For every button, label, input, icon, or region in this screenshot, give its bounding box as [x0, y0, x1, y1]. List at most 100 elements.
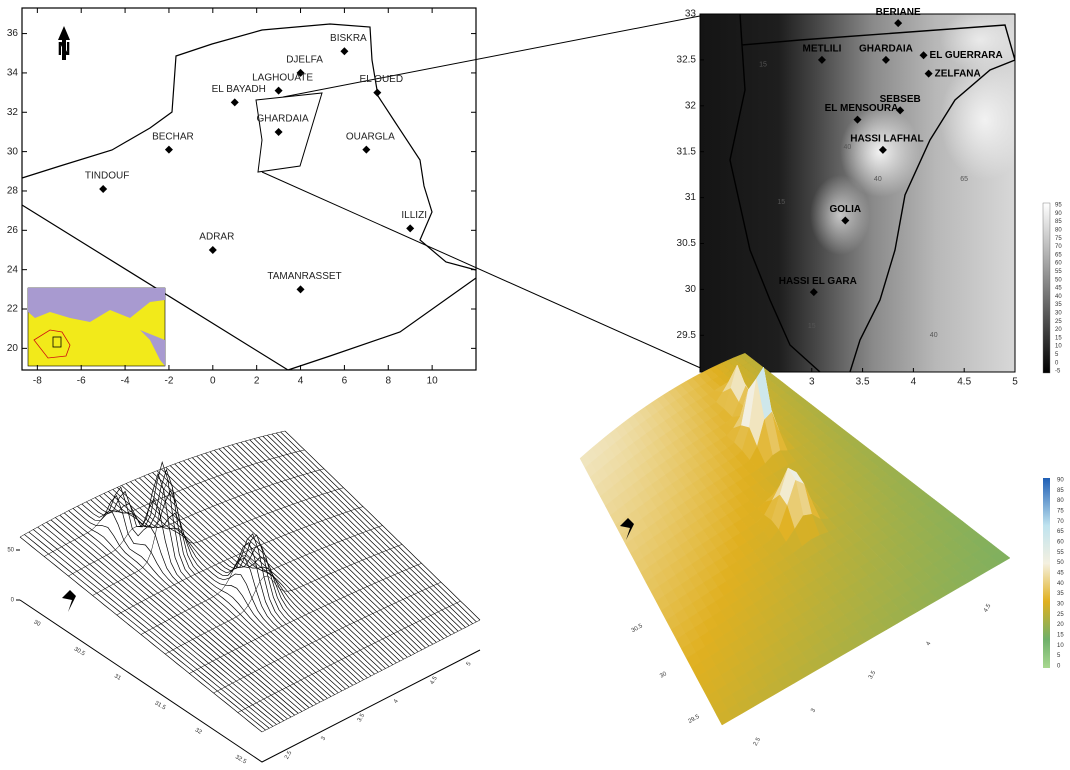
contour-label: 40: [874, 176, 882, 183]
y-tick-label: 31: [113, 673, 122, 682]
city-label: BISKRA: [330, 33, 367, 44]
colorbar-label: 65: [1057, 529, 1064, 535]
x-tick-label: 0: [210, 376, 216, 387]
colorbar-label: 25: [1057, 612, 1064, 618]
x-tick-label: 3.5: [856, 377, 870, 388]
colorbar-label: 65: [1055, 252, 1062, 258]
colorbar-label: 60: [1055, 261, 1062, 267]
colorbar-label: 15: [1055, 335, 1062, 341]
colorbar-label: 25: [1055, 319, 1062, 325]
colorbar-label: 10: [1055, 344, 1062, 350]
y-tick-label: 32: [194, 727, 203, 736]
y-tick-label: 24: [7, 264, 19, 275]
colorbar-label: 40: [1055, 294, 1062, 300]
colorbar-label: 85: [1055, 219, 1062, 225]
y-tick-label: 22: [7, 304, 19, 315]
city-label: ZELFANA: [935, 68, 981, 79]
x-tick-label: 10: [427, 376, 439, 387]
colorbar-label: 80: [1057, 498, 1064, 504]
mesh-line: [122, 485, 346, 689]
city-label: GOLIA: [829, 204, 861, 215]
city-label: BECHAR: [152, 131, 194, 142]
y-tick-label: 26: [7, 225, 19, 236]
y-tick-label: 30.5: [631, 623, 645, 634]
x-tick-label: 2.5: [753, 736, 763, 747]
mesh-line: [214, 582, 441, 693]
y-tick-label: 30: [32, 619, 41, 628]
colorbar-label: 55: [1057, 550, 1064, 556]
x-tick-label: 2.5: [284, 750, 294, 761]
colorbar-label: 80: [1055, 227, 1062, 233]
contour-label: 65: [960, 176, 968, 183]
inset-map: [28, 288, 165, 366]
svg-text:N: N: [58, 39, 71, 59]
x-tick-label: 6: [342, 376, 348, 387]
colorbar-label: 50: [1055, 277, 1062, 283]
x-tick-label: 3: [810, 707, 817, 713]
y-tick-label: 32.5: [234, 754, 248, 765]
y-tick-label: 32.5: [677, 55, 697, 66]
x-tick-label: 4.5: [429, 675, 439, 686]
city-label: HASSI LAFHAL: [850, 133, 923, 144]
y-tick-label: 31.5: [153, 700, 167, 711]
colorbar-label: 90: [1055, 211, 1062, 217]
colorbar-label: -5: [1055, 369, 1061, 375]
mesh-line: [135, 480, 357, 684]
x-tick-label: 5: [466, 661, 473, 667]
city-label: METLILI: [802, 44, 841, 55]
x-tick-label: -2: [164, 376, 173, 387]
contour-label: 40: [930, 332, 938, 339]
colorbar-label: 30: [1057, 602, 1064, 608]
colorbar-label: 0: [1057, 664, 1061, 670]
x-tick-label: 4.5: [983, 603, 993, 614]
colorbar-label: 40: [1057, 581, 1064, 587]
colorbar-label: 20: [1055, 327, 1062, 333]
colorbar-label: 60: [1057, 540, 1064, 546]
colorbar-label: 55: [1055, 269, 1062, 275]
y-tick-label: 31.5: [677, 146, 697, 157]
city-label: TINDOUF: [85, 171, 129, 182]
city-label: TAMANRASSET: [267, 271, 341, 282]
x-tick-label: 4.5: [957, 377, 971, 388]
city-label: DJELFA: [286, 55, 323, 66]
x-tick-label: 3: [809, 377, 815, 388]
y-tick-label: 30: [659, 671, 668, 680]
colorbar-label: 45: [1055, 286, 1062, 292]
city-label: GHARDAIA: [859, 44, 913, 55]
north-arrow: [62, 590, 76, 612]
x-tick-label: 8: [385, 376, 391, 387]
figure: N -8-6-4-20246810202224262830323436BISKR…: [0, 0, 1070, 765]
y-tick-label: 33: [685, 9, 697, 20]
x-tick-label: -8: [33, 376, 42, 387]
colorbar-label: 35: [1057, 591, 1064, 597]
city-label: EL BAYADH: [212, 84, 266, 95]
city-label: GHARDAIA: [256, 114, 309, 125]
colorbar-label: 45: [1057, 571, 1064, 577]
y-tick-label: 32: [7, 107, 19, 118]
colorbar-label: 70: [1055, 244, 1062, 250]
x-tick-label: 3: [320, 735, 327, 741]
contour-label: 15: [759, 61, 767, 68]
y-tick-label: 31: [685, 192, 697, 203]
x-tick-label: 2: [254, 376, 260, 387]
colorbar-label: 70: [1057, 519, 1064, 525]
z-tick-label: 50: [7, 548, 14, 554]
colorbar: [1043, 478, 1050, 668]
colorbar-label: 95: [1055, 203, 1062, 209]
city-label: BERIANE: [876, 7, 921, 18]
y-tick-label: 30: [685, 284, 697, 295]
z-tick-label: 0: [11, 598, 15, 604]
x-tick-label: 4: [298, 376, 304, 387]
colorbar: [1043, 203, 1050, 373]
city-label: EL GUERRARA: [930, 50, 1003, 61]
contour-label: 15: [777, 199, 785, 206]
colorbar-label: 75: [1057, 509, 1064, 515]
x-tick-label: -6: [77, 376, 86, 387]
colorbar-label: 10: [1057, 643, 1064, 649]
city-label: EL OUED: [360, 74, 404, 85]
y-tick-label: 36: [7, 28, 19, 39]
city-label: HASSI EL GARA: [779, 276, 857, 287]
colorbar-label: 75: [1055, 236, 1062, 242]
colorbar-label: 20: [1057, 622, 1064, 628]
y-tick-label: 30.5: [677, 238, 697, 249]
